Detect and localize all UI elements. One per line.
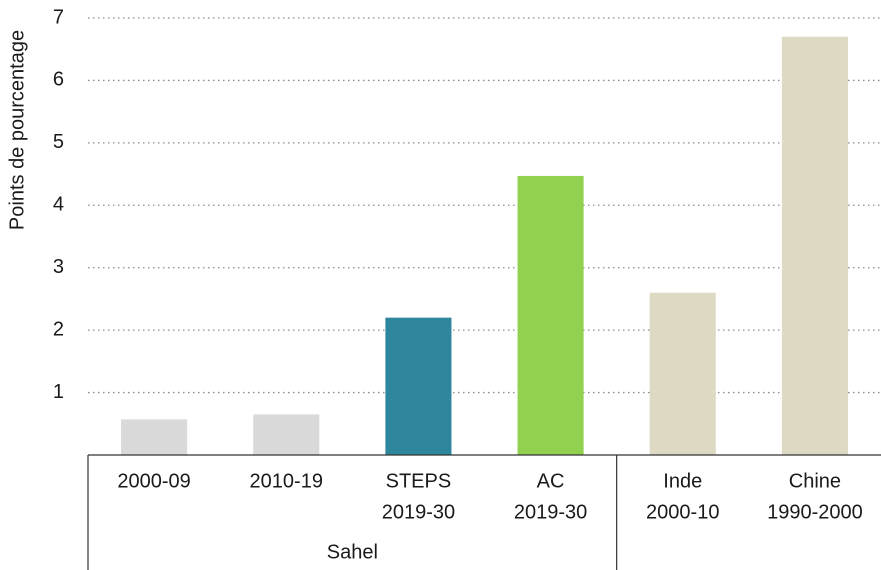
x-tick-label: STEPS [386, 470, 452, 492]
x-tick-label: 2010-19 [250, 470, 323, 492]
x-tick-label: 2019-30 [382, 501, 455, 523]
y-axis-label: Points de pourcentage [6, 30, 28, 230]
x-tick-label: Inde [663, 470, 702, 492]
x-tick-label: Chine [789, 470, 841, 492]
bar [385, 317, 452, 455]
x-tick-label: AC [537, 470, 565, 492]
y-tick-label: 1 [53, 381, 64, 403]
bar [517, 175, 584, 456]
x-tick-label: 2019-30 [514, 501, 587, 523]
y-tick-label: 2 [53, 318, 64, 340]
bar [649, 292, 716, 455]
bar [253, 414, 320, 455]
y-tick-label: 7 [53, 6, 64, 28]
y-tick-label: 4 [53, 194, 64, 216]
x-tick-label: 2000-10 [646, 501, 719, 523]
bar [781, 36, 848, 455]
x-tick-label: 2000-09 [117, 470, 190, 492]
group-label: Sahel [327, 541, 378, 563]
x-tick-label: 1990-2000 [767, 501, 863, 523]
y-tick-label: 3 [53, 256, 64, 278]
y-tick-label: 6 [53, 69, 64, 91]
y-tick-label: 5 [53, 131, 64, 153]
bar [121, 419, 188, 455]
